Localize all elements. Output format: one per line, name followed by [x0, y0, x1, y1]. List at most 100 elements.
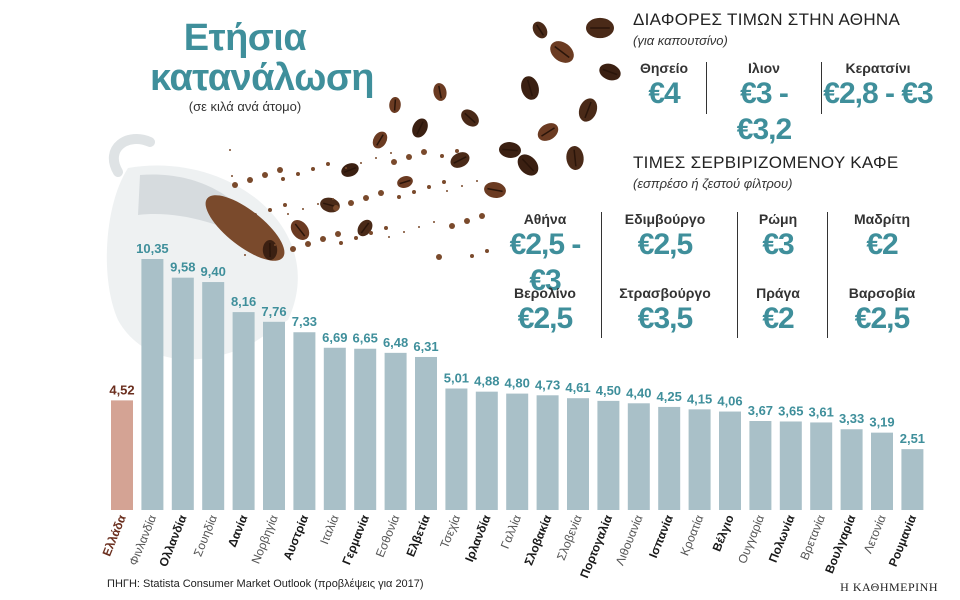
category-label-14: Γαλλία	[498, 513, 524, 551]
coffee-grounds	[259, 249, 261, 251]
value-label-19: 4,25	[657, 389, 682, 404]
value-label-9: 6,65	[353, 331, 378, 346]
category-label-12: Τσεχία	[437, 513, 463, 550]
price-value: €2,5	[517, 302, 573, 335]
coffee-grounds	[403, 231, 405, 233]
coffee-bean-crease	[502, 148, 518, 152]
coffee-item: Πράγα €2	[742, 285, 814, 337]
value-label-27: 2,51	[900, 431, 925, 446]
coffee-grounds	[485, 249, 489, 253]
category-label-1: Ελλάδα	[100, 512, 129, 558]
coffee-grounds	[418, 226, 420, 228]
category-label-16: Σλοβενία	[554, 513, 585, 563]
bar-19	[658, 406, 681, 510]
coffee-grounds	[281, 177, 285, 181]
divider	[601, 212, 602, 338]
coffee-grounds	[455, 149, 459, 153]
divider	[821, 62, 822, 114]
coffee-grounds	[287, 213, 289, 215]
value-label-2: 10,35	[136, 241, 169, 256]
value-label-5: 8,16	[231, 294, 256, 309]
coffee-grounds	[320, 236, 326, 242]
value-label-16: 4,61	[565, 380, 590, 395]
coffee-grounds	[238, 218, 242, 222]
city-label: Κερατσίνι	[845, 60, 911, 76]
coffee-grounds	[262, 172, 268, 178]
coffee-bean-crease	[393, 99, 397, 111]
coffee-grounds	[464, 218, 470, 224]
coffee-grounds	[479, 213, 485, 219]
cappuccino-item: Κερατσίνι €2,8 - €3	[822, 60, 934, 112]
category-label-19: Ισπανία	[646, 512, 676, 560]
price-value: €2,5	[637, 228, 693, 261]
coffee-grounds	[446, 190, 448, 192]
price-value: €2,5	[854, 302, 910, 335]
source-note: ΠΗΓΗ: Statista Consumer Market Outlook (…	[107, 578, 424, 590]
bar-8	[323, 347, 346, 510]
coffee-grounds	[470, 254, 474, 258]
coffee-item: Εδιμβούργο €2,5	[606, 211, 724, 263]
coffee-grounds	[283, 203, 287, 207]
coffee-bean-crease	[521, 158, 535, 172]
coffee-grounds	[378, 190, 384, 196]
coffee-grounds	[296, 172, 300, 176]
price-value: €3	[762, 228, 794, 261]
coffee-grounds	[339, 241, 343, 245]
price-value: €2	[866, 228, 898, 261]
category-label-7: Αυστρία	[280, 512, 311, 562]
value-label-17: 4,50	[596, 383, 621, 398]
value-label-15: 4,73	[535, 377, 560, 392]
bar-12	[445, 388, 468, 510]
bar-11	[415, 356, 437, 510]
bar-25	[840, 429, 863, 510]
coffee-bean-crease	[294, 223, 306, 237]
coffee-bean-crease	[602, 68, 618, 76]
coffee-grounds	[461, 185, 463, 187]
value-label-21: 4,06	[717, 394, 742, 409]
coffee-grounds	[397, 195, 401, 199]
value-label-20: 4,15	[687, 391, 712, 406]
value-label-23: 3,65	[778, 403, 803, 418]
category-label-21: Βέλγιο	[710, 513, 737, 554]
coffee-grounds	[277, 167, 283, 173]
coffee-grounds	[247, 177, 253, 183]
coffee-bean-crease	[535, 24, 545, 36]
coffee-grounds	[290, 246, 296, 252]
coffee-grounds	[436, 254, 442, 260]
value-label-18: 4,40	[626, 385, 651, 400]
value-label-3: 9,58	[170, 260, 195, 275]
divider	[706, 62, 707, 114]
bar-15	[536, 395, 559, 510]
coffee-grounds	[302, 208, 304, 210]
bar-13	[475, 391, 498, 510]
coffee-grounds	[427, 185, 431, 189]
bar-17	[597, 400, 620, 510]
coffee-grounds	[390, 152, 392, 154]
coffee-grounds	[433, 221, 435, 223]
category-label-22: Ουγγαρία	[735, 513, 767, 566]
bar-23	[779, 421, 802, 510]
category-label-13: Ιρλανδία	[462, 512, 494, 564]
coffee-grounds	[244, 254, 246, 256]
coffee-bean-crease	[541, 127, 555, 137]
category-label-3: Ολλανδία	[156, 512, 190, 568]
coffee-bean-crease	[376, 134, 384, 146]
coffee-subheading: (εσπρέσο ή ζεστού φίλτρου)	[633, 176, 793, 191]
bar-14	[506, 393, 529, 510]
coffee-item: Βαρσοβία €2,5	[834, 285, 930, 337]
price-value: €3,5	[637, 302, 693, 335]
coffee-item: Βερολίνο €2,5	[492, 285, 598, 337]
city-label: Ιλιον	[748, 60, 780, 76]
category-label-8: Ιταλία	[317, 513, 341, 547]
coffee-bean-crease	[573, 149, 577, 167]
city-label: Στρασβούργο	[619, 285, 711, 301]
value-label-13: 4,88	[474, 374, 499, 389]
coffee-grounds	[326, 162, 330, 166]
coffee-heading: ΤΙΜΕΣ ΣΕΡΒΙΡΙΖΟΜΕΝΟΥ ΚΑΦΕ	[633, 153, 899, 172]
value-label-8: 6,69	[322, 330, 347, 345]
category-label-2: Φινλανδία	[126, 513, 159, 568]
coffee-grounds	[317, 203, 319, 205]
cappuccino-item: Ιλιον €3 - €3,2	[712, 60, 816, 148]
category-label-23: Πολωνία	[766, 512, 798, 564]
bar-21	[719, 411, 741, 510]
